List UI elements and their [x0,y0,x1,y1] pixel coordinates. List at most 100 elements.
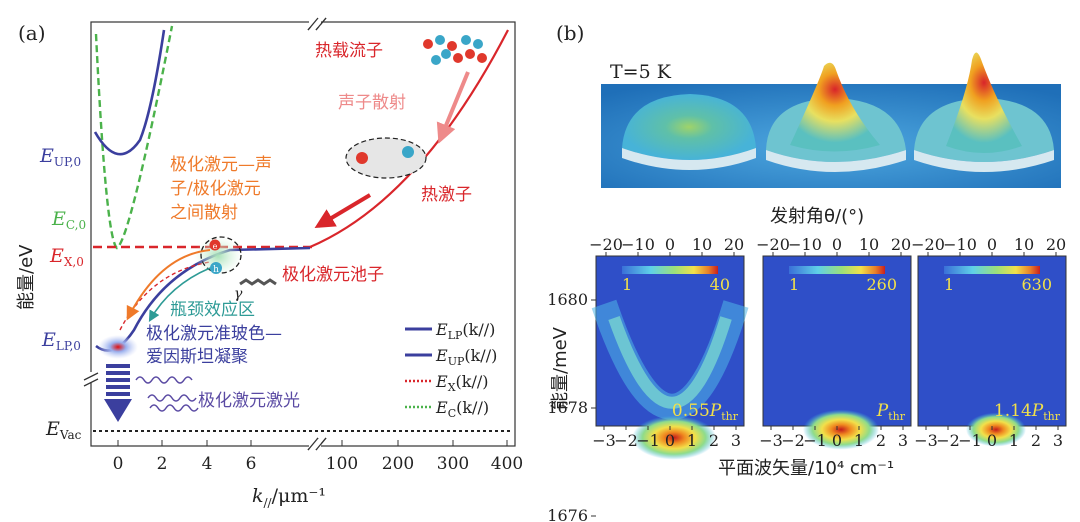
panel-a-tag: (a) [18,21,46,45]
level-label-e-c: EC,0 [51,208,86,232]
map-condensate-spot [966,412,1026,447]
bottleneck-glow [194,236,242,276]
panel-a-ylabel: 能量/eV [16,244,37,310]
x-ticks-left: 0 2 4 6 [113,440,257,474]
legend: ELP(k//) EUP(k//) EX(k//) EC(k//) [405,320,497,420]
top-tick-label: −10 [943,235,977,254]
x-tick-label: 6 [246,454,257,474]
photon-emission-wave [239,278,277,286]
legend-entry-x: EX(k//) [435,372,489,394]
disc-right-edge [914,150,1054,172]
y-tick-label: 1680 [547,290,588,309]
y-tick-label: 1676 [547,506,588,522]
bottom-tick-label: 2 [709,431,719,450]
bottom-tick-label: 3 [898,431,908,450]
top-tick-label: 0 [987,235,997,254]
gamma-label: γ [234,286,243,302]
map-condensate-spot [803,409,879,450]
disc-middle-edge [766,150,906,172]
legend-entry-up: EUP(k//) [435,346,497,368]
peak-middle [790,62,880,152]
bottom-tick-label: −1 [636,431,660,450]
polariton-scatter-arrow [126,249,211,321]
top-tick-label: −20 [589,235,623,254]
phonon-scatter-label: 声子散射 [338,93,406,113]
laser-label: 极化激元激光 [198,391,300,411]
map-background [918,256,1066,426]
upper-polariton-curve [93,29,166,156]
legend-entry-lp: ELP(k//) [435,320,495,342]
panel-a: (a) 能量/eV 0 [16,17,523,510]
bottom-tick-label: −3 [592,431,616,450]
bec-label-line2: 爱因斯坦凝聚 [146,347,248,367]
bottom-tick-label: 0 [665,431,675,450]
x-ticks-right: 100 200 300 400 [326,440,523,474]
bottom-xlabel: 平面波矢量/10⁴ cm⁻¹ [718,458,894,479]
disc-left [622,94,756,160]
top-tick-label: 10 [1014,235,1034,254]
x-tick-label: 2 [157,454,168,474]
x-axis-break [307,17,327,451]
top-tick-label: 20 [724,235,744,254]
legend-entry-c: EC(k//) [435,398,489,420]
top-tick-label: −10 [788,235,822,254]
top-xlabel: 发射角θ/(°) [770,206,864,227]
cavity-dispersion-curve [94,25,174,250]
bottom-tick-label: −2 [781,431,805,450]
bottom-tick-label: −1 [803,431,827,450]
colorbar-min-label: 1 [789,275,799,294]
x-tick-label: 200 [382,454,414,474]
x-tick-label: 4 [202,454,213,474]
bottom-tick-label: 2 [1031,431,1041,450]
top-tick-label: 10 [859,235,879,254]
colorbar-max-label: 630 [1021,275,1052,294]
top-tick-label: 0 [665,235,675,254]
peak-right [946,52,1022,153]
bottom-tick-label: 1 [1009,431,1019,450]
power-label: 0.55Pthr [672,401,739,423]
top-tick-label: −20 [911,235,945,254]
colorbar [622,266,718,274]
x-tick-label: 100 [326,454,358,474]
top-tick-label: −20 [756,235,790,254]
panel-b: (b) T=5 K 发射角θ/(°) 能量/meV 1680 1678 1676 1 4… [547,21,1067,522]
reservoir-label: 极化激元池子 [282,265,384,285]
temperature-label: T=5 K [610,61,672,83]
laser-wave-2 [147,394,197,402]
bottom-tick-label: −2 [614,431,638,450]
map-condensate-spot [632,415,716,460]
laser-wave-3 [149,404,199,412]
colorbar-max-label: 40 [710,275,730,294]
bottom-tick-label: 1 [854,431,864,450]
bottom-tick-label: −2 [936,431,960,450]
phonon-scatter-arrow [436,71,470,144]
level-label-e-x: EX,0 [49,245,84,269]
top-tick-label: 10 [692,235,712,254]
level-label-e-vac: EVac [45,418,82,442]
panel-b-tag: (b) [556,21,584,45]
laser-output-arrow [104,364,132,422]
power-label: 1.14Pthr [994,401,1061,423]
y-axis-break [83,372,99,387]
hole-icon [210,262,222,274]
x-tick-label: 400 [491,454,523,474]
bottom-tick-label: 0 [987,431,997,450]
bottleneck-circle [200,236,242,274]
x-tick-label: 300 [437,454,469,474]
scatter-label-line1: 极化激元—声 [170,155,272,175]
map-background [763,256,911,426]
bottom-tick-label: 2 [876,431,886,450]
bottom-tick-label: 1 [687,431,697,450]
bottom-tick-label: −1 [958,431,982,450]
top-tick-label: 0 [832,235,842,254]
colorbar-min-label: 1 [944,275,954,294]
top-tick-label: 20 [1046,235,1066,254]
colorbar [944,266,1040,274]
laser-wave-1 [135,376,193,384]
bottom-tick-label: 3 [731,431,741,450]
bec-label-line1: 极化激元准玻色— [146,324,282,344]
disc-left-edge [622,148,756,170]
bottleneck-arrow [148,267,211,322]
panel-a-frame [90,21,516,447]
